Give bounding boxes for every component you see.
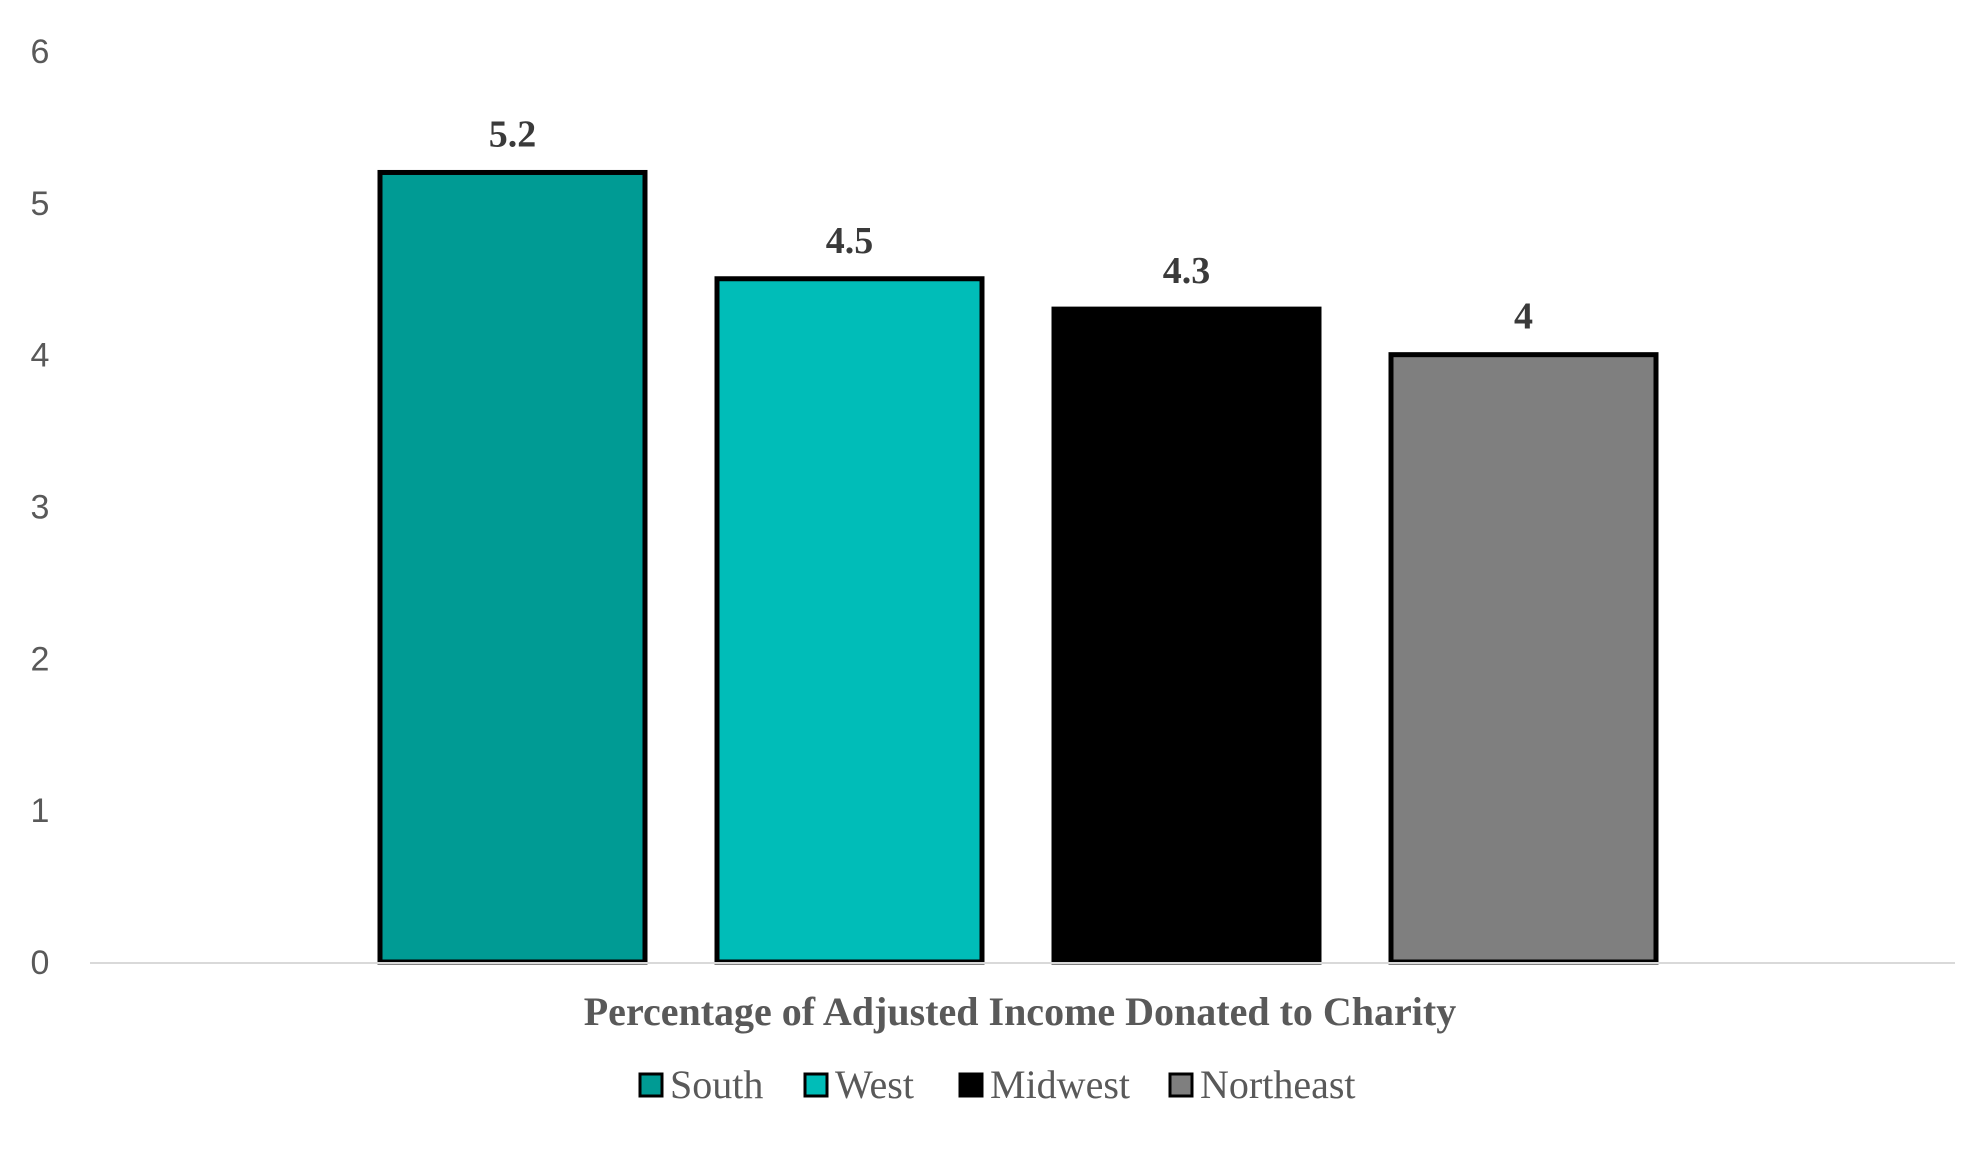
legend-swatch-south <box>638 1072 664 1098</box>
y-tick-label: 3 <box>31 489 50 527</box>
bar-midwest <box>1051 306 1322 965</box>
y-tick-label: 1 <box>31 792 50 830</box>
legend-swatch-west <box>803 1072 829 1098</box>
bar-south <box>377 169 648 965</box>
bars-group <box>377 169 1659 965</box>
x-axis-title: Percentage of Adjusted Income Donated to… <box>584 989 1456 1034</box>
data-label-northeast: 4 <box>1514 296 1533 338</box>
y-axis-ticks: 0 1 2 3 4 5 6 <box>31 33 50 982</box>
y-tick-label: 2 <box>31 640 50 678</box>
bar-northeast <box>1388 352 1659 965</box>
bar-west <box>714 276 985 965</box>
legend-label-northeast: Northeast <box>1200 1062 1356 1107</box>
y-tick-label: 4 <box>31 337 50 375</box>
legend-label-midwest: Midwest <box>990 1062 1130 1107</box>
y-tick-label: 5 <box>31 185 50 223</box>
data-label-south: 5.2 <box>489 113 537 155</box>
legend-label-south: South <box>670 1062 763 1107</box>
legend-swatch-northeast <box>1168 1072 1194 1098</box>
y-tick-label: 0 <box>31 944 50 982</box>
y-tick-label: 6 <box>31 33 50 71</box>
legend: South West Midwest Northeast <box>638 1062 1356 1107</box>
data-label-midwest: 4.3 <box>1163 250 1211 292</box>
data-label-west: 4.5 <box>826 220 874 262</box>
legend-swatch-midwest <box>958 1072 984 1098</box>
legend-label-west: West <box>835 1062 914 1107</box>
data-labels-group: 5.2 4.5 4.3 4 <box>489 113 1533 337</box>
